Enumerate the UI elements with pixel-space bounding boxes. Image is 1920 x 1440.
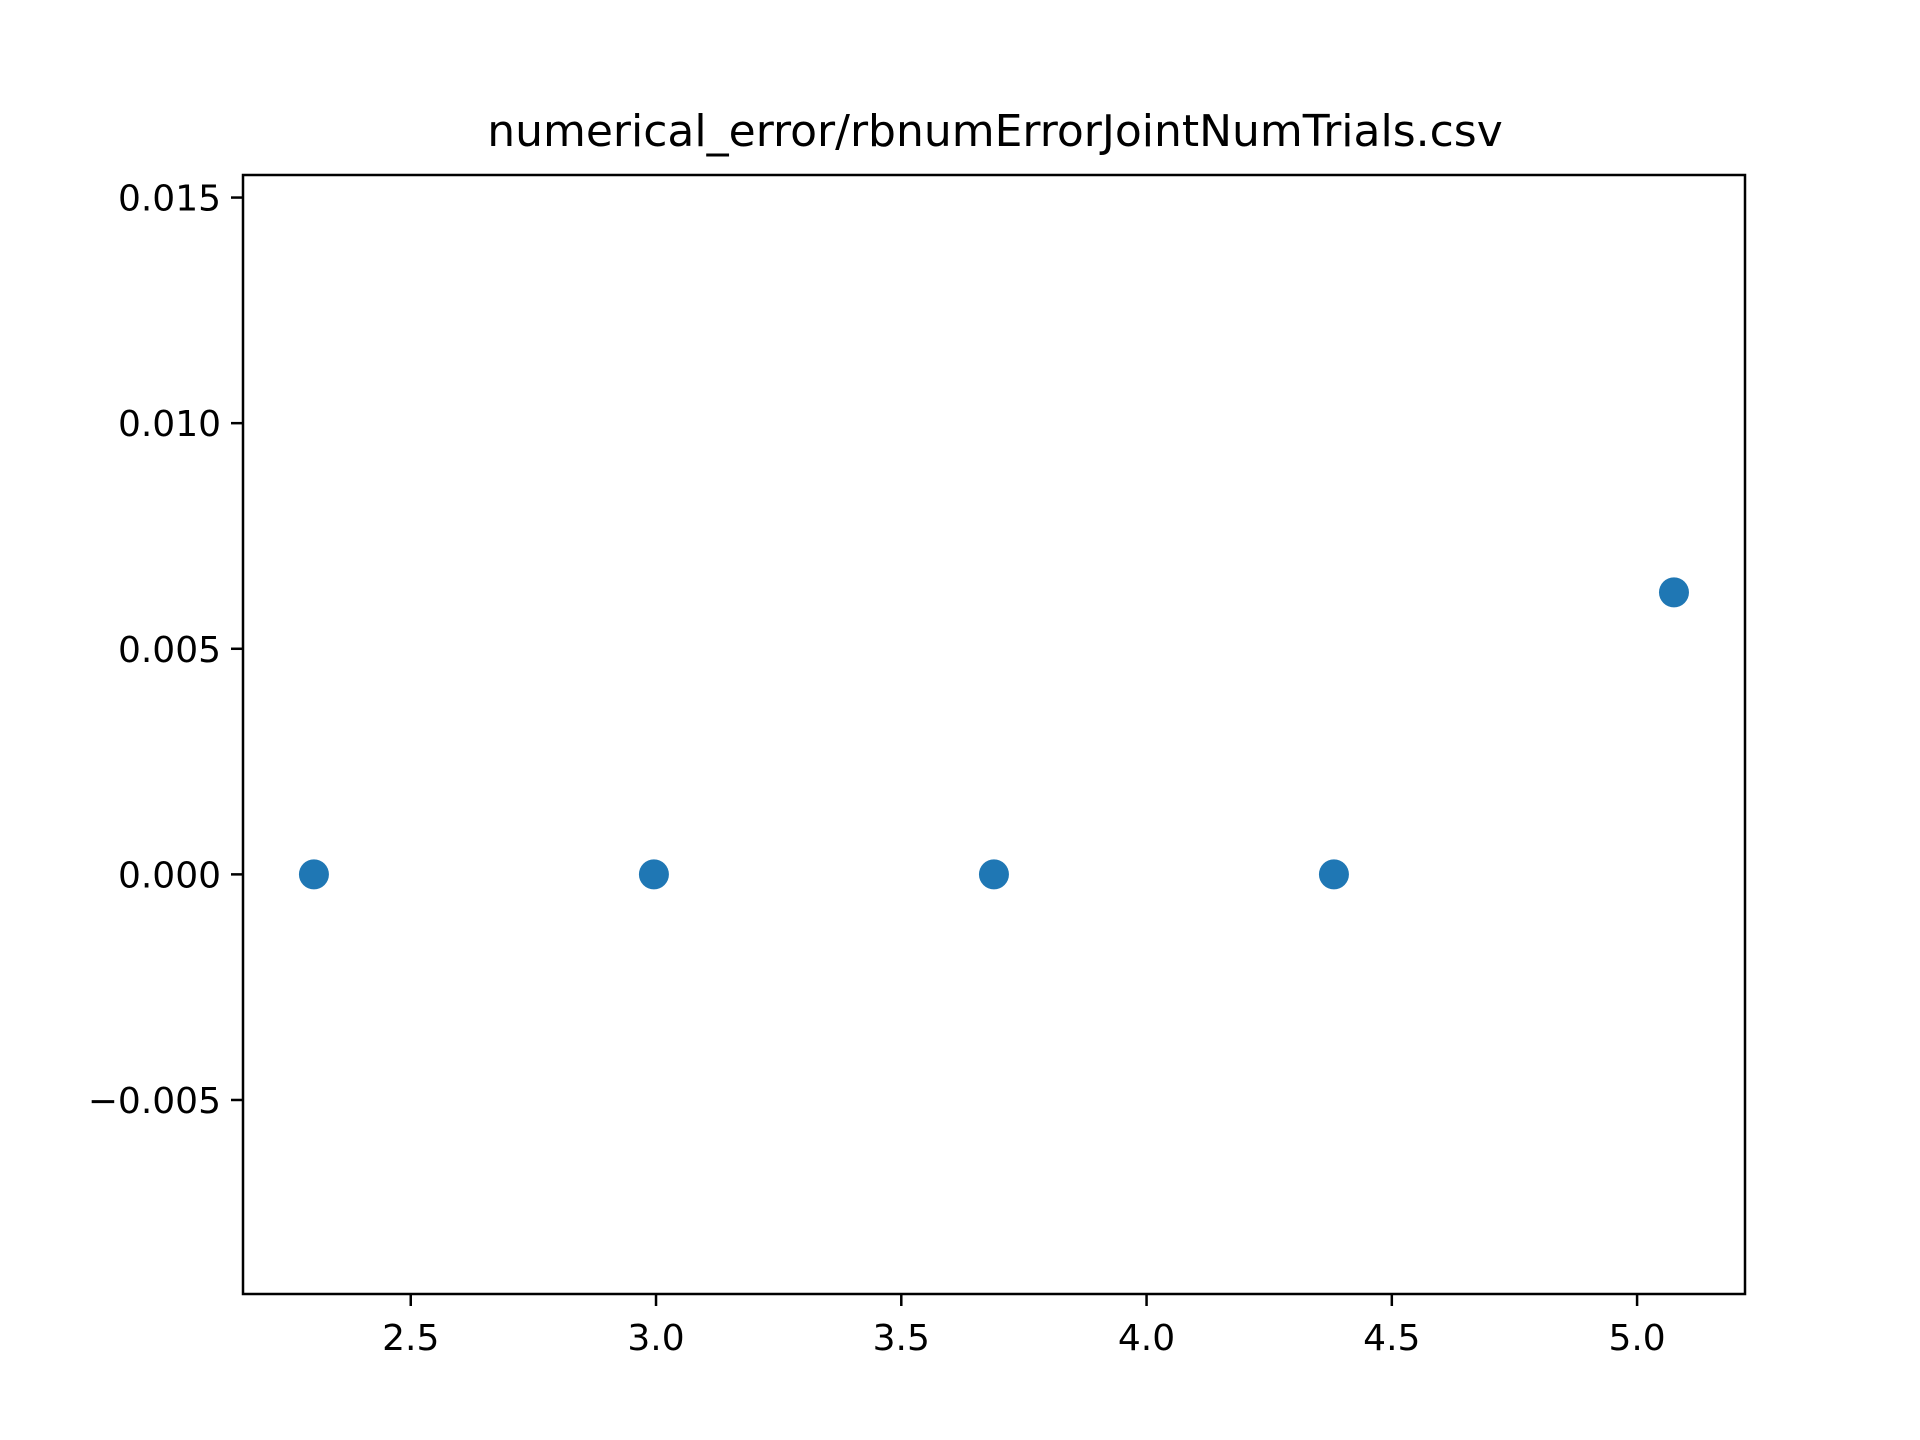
y-tick-label: 0.015: [118, 179, 221, 220]
plot-area-frame: [241, 173, 1747, 1296]
x-tick-label: 3.5: [873, 1318, 930, 1359]
x-tick-label: 3.0: [627, 1318, 684, 1359]
x-tick-label: 4.5: [1363, 1318, 1420, 1359]
data-points: [298, 577, 1689, 890]
scatter-point: [978, 859, 1009, 890]
y-tick-label: 0.010: [118, 404, 221, 445]
scatter-point: [298, 859, 329, 890]
x-tick-label: 4.0: [1118, 1318, 1175, 1359]
y-tick-label: 0.005: [118, 630, 221, 671]
scatter-point: [1318, 859, 1349, 890]
x-axis: 2.5 3.0 3.5 4.0 4.5 5.0: [382, 1294, 1666, 1359]
x-tick-label: 2.5: [382, 1318, 439, 1359]
scatter-point: [638, 859, 669, 890]
x-tick-label: 5.0: [1608, 1318, 1665, 1359]
y-tick-label: 0.000: [118, 855, 221, 896]
scatter-point: [1658, 577, 1689, 608]
chart-title: numerical_error/rbnumErrorJointNumTrials…: [487, 106, 1503, 157]
y-axis: −0.005 0.000 0.005 0.010 0.015: [88, 179, 243, 1122]
y-tick-label: −0.005: [88, 1081, 221, 1122]
